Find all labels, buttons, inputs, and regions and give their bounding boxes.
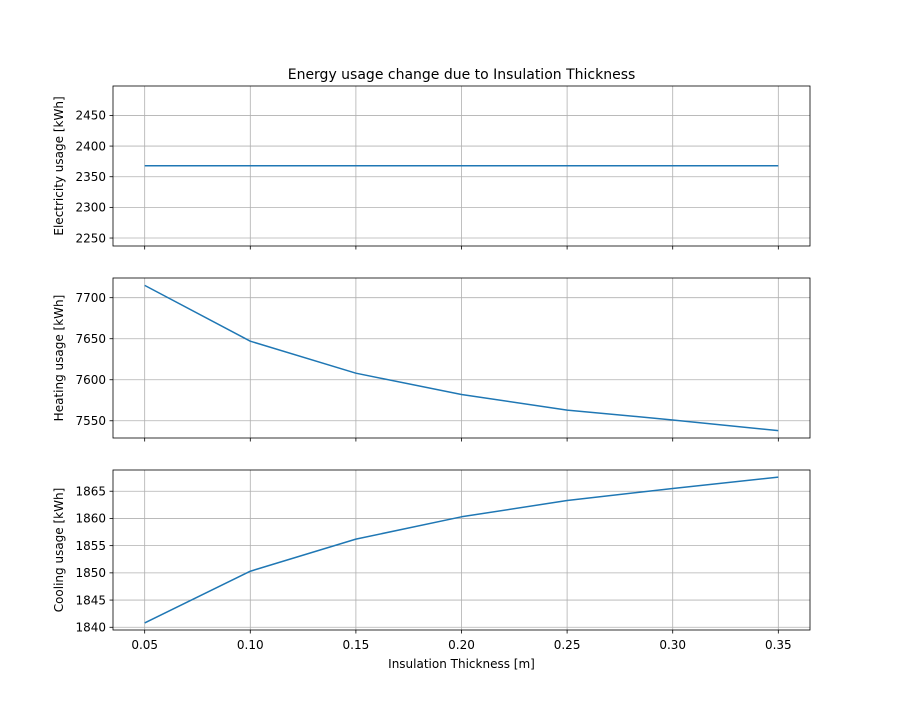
- heating-y-tick-label: 7650: [75, 332, 106, 346]
- cooling-y-tick-label: 1855: [75, 539, 106, 553]
- x-tick-label: 0.05: [131, 638, 158, 652]
- x-tick-label: 0.25: [554, 638, 581, 652]
- cooling-axes-frame: [112, 469, 811, 631]
- subplot-heating: 7550 7600 7650 7700 Heating usage [kWh]: [52, 277, 811, 442]
- heating-y-axis-label: Heating usage [kWh]: [52, 295, 66, 422]
- heating-y-tick-label: 7600: [75, 373, 106, 387]
- x-tick-label: 0.35: [765, 638, 792, 652]
- cooling-y-axis-label: Cooling usage [kWh]: [52, 488, 66, 613]
- cooling-y-tick-label: 1850: [75, 566, 106, 580]
- electricity-y-tick-label: 2400: [75, 139, 106, 153]
- electricity-y-tick-label: 2250: [75, 231, 106, 245]
- x-tick-label: 0.20: [448, 638, 475, 652]
- electricity-axes-frame: [112, 85, 811, 247]
- cooling-series-line: [144, 476, 779, 624]
- electricity-y-tick-label: 2300: [75, 201, 106, 215]
- heating-y-tick-label: 7550: [75, 414, 106, 428]
- cooling-y-tick-label: 1845: [75, 593, 106, 607]
- x-tick-label: 0.30: [659, 638, 686, 652]
- subplot-electricity: 2250 2300 2350 2400 2450 Electricity usage [k…: [52, 85, 811, 250]
- x-tick-label: 0.15: [343, 638, 370, 652]
- cooling-y-tick-label: 1840: [75, 621, 106, 635]
- heating-y-tick-label: 7700: [75, 291, 106, 305]
- cooling-y-tick-label: 1860: [75, 512, 106, 526]
- subplot-cooling: 0.05 0.10 0.15 0.20 0.25 0.30 0.35 1840 1845 1850…: [52, 469, 811, 652]
- x-tick-label: 0.10: [237, 638, 264, 652]
- heating-series-line: [144, 284, 779, 432]
- chart-title: Energy usage change due to Insulation Th…: [288, 67, 636, 83]
- x-axis-label: Insulation Thickness [m]: [388, 657, 535, 671]
- electricity-y-tick-label: 2450: [75, 109, 106, 123]
- electricity-y-axis-label: Electricity usage [kWh]: [52, 96, 66, 235]
- cooling-y-tick-label: 1865: [75, 485, 106, 499]
- electricity-y-tick-label: 2350: [75, 170, 106, 184]
- heating-axes-frame: [112, 277, 811, 439]
